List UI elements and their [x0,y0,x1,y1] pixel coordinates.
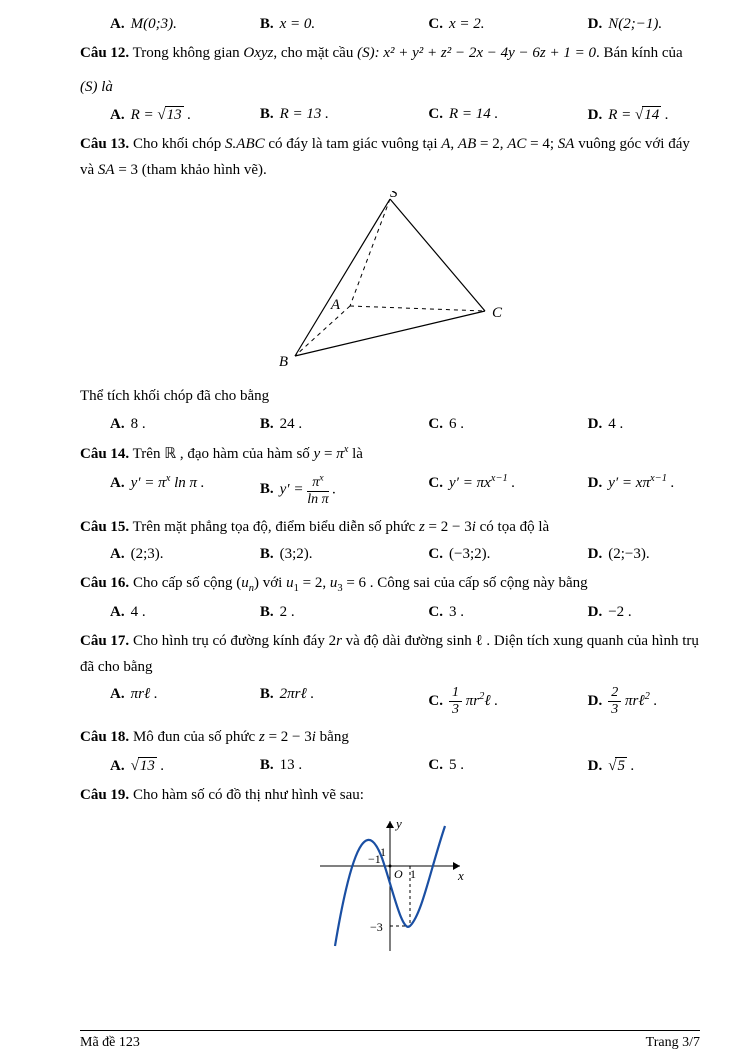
q11-a-text: M(0;3). [131,16,177,33]
q13-after: Thể tích khối chóp đã cho bằng [80,384,700,410]
q13-text: Cho khối chóp S.ABC có đáy là tam giác v… [80,136,690,178]
q11-opt-d: D.N(2;−1). [588,16,700,33]
q15-stem: Câu 15. Trên mặt phẳng tọa độ, điểm biểu… [80,515,700,541]
q16-options: A.4 . B.2 . C.3 . D.−2 . [110,604,700,621]
q12-options: A.R = 13 . B.R = 13 . C.R = 14 . D.R = 1… [110,106,700,124]
q19-text: Cho hàm số có đồ thị như hình vẽ sau: [129,787,364,803]
q14-text: Trên ℝ , đạo hàm của hàm số y = πx là [129,446,363,462]
q15-options: A.(2;3). B.(3;2). C.(−3;2). D.(2;−3). [110,546,700,563]
q16-c: 3 . [449,604,464,621]
svg-text:O: O [394,867,403,881]
q15-number: Câu 15. [80,519,129,535]
graph-svg: −1 1 1 −3 O x y [310,816,470,956]
svg-text:B: B [279,354,288,370]
q16-d: −2 . [608,604,631,621]
q12-eq: : x² + y² + z² − 2x − 4y − 6z + 1 = 0 [375,45,596,61]
q16-text: Cho cấp số cộng (un) với u1 = 2, u3 = 6 … [129,575,587,591]
q12-t3: . Bán kính của [596,45,683,61]
q19-number: Câu 19. [80,787,129,803]
q17-text: Cho hình trụ có đường kính đáy 2r và độ … [80,633,699,675]
q17-number: Câu 17. [80,633,129,649]
q17-options: A.πrℓ . B.2πrℓ . C.13 πr2ℓ . D.23 πrℓ2 . [110,686,700,717]
q11-options: A.M(0;3). B.x = 0. C.x = 2. D.N(2;−1). [110,16,700,33]
q12-b: R = 13 . [280,106,329,123]
q11-opt-b: B.x = 0. [260,16,429,33]
q13-number: Câu 13. [80,136,129,152]
q11-d-text: N(2;−1). [608,16,662,33]
q18-c: 5 . [449,757,464,774]
q15-c: (−3;2). [449,546,490,563]
q18-options: A.13 . B.13 . C.5 . D.5 . [110,757,700,775]
q13-d: 4 . [608,416,623,433]
q16-a: 4 . [131,604,146,621]
q13-a: 8 . [131,416,146,433]
q15-text: Trên mặt phẳng tọa độ, điểm biểu diễn số… [129,519,549,535]
q12-c: R = 14 . [449,106,498,123]
svg-text:1: 1 [410,867,416,881]
footer-right: Trang 3/7 [646,1035,700,1051]
svg-text:A: A [330,297,341,313]
q18-stem: Câu 18. Mô đun của số phức z = 2 − 3i bằ… [80,725,700,751]
q18-text: Mô đun của số phức z = 2 − 3i bằng [129,729,349,745]
footer-left: Mã đề 123 [80,1035,140,1051]
svg-text:x: x [457,868,464,883]
q18-number: Câu 18. [80,729,129,745]
q16-stem: Câu 16. Cho cấp số cộng (un) với u1 = 2,… [80,571,700,598]
q14-number: Câu 14. [80,446,129,462]
q13-c: 6 . [449,416,464,433]
q15-b: (3;2). [280,546,313,563]
q16-b: 2 . [280,604,295,621]
q12-t2: , cho mặt cầu [273,45,357,61]
q13-b: 24 . [280,416,303,433]
q19-figure: −1 1 1 −3 O x y [80,816,700,961]
q13-figure: S A B C [80,191,700,376]
q11-c-text: x = 2. [449,16,485,33]
q12-t4: (S) là [80,79,113,95]
q12-stem2: (S) là [80,75,700,101]
q13-stem: Câu 13. Cho khối chóp S.ABC có đáy là ta… [80,132,700,183]
q15-d: (2;−3). [608,546,649,563]
q11-b-text: x = 0. [280,16,316,33]
q14-options: A.y′ = πx ln π . B.y′ = πxln π . C.y′ = … [110,473,700,507]
pyramid-svg: S A B C [240,191,540,371]
q12-oxyz: Oxyz [243,45,273,61]
q19-stem: Câu 19. Cho hàm số có đồ thị như hình vẽ… [80,783,700,809]
svg-text:−3: −3 [370,920,383,934]
q12-number: Câu 12. [80,45,129,61]
q18-b: 13 . [280,757,303,774]
svg-text:C: C [492,305,503,321]
svg-text:−1: −1 [368,852,381,866]
q11-opt-c: C.x = 2. [428,16,587,33]
q11-opt-a: A.M(0;3). [110,16,260,33]
page-footer: Mã đề 123 Trang 3/7 [80,1030,700,1051]
q12-s: (S) [357,45,375,61]
svg-text:y: y [394,816,402,831]
q14-stem: Câu 14. Trên ℝ , đạo hàm của hàm số y = … [80,441,700,468]
svg-text:S: S [390,191,398,201]
q12-t1: Trong không gian [129,45,243,61]
q13-options: A.8 . B.24 . C.6 . D.4 . [110,416,700,433]
q15-a: (2;3). [131,546,164,563]
q16-number: Câu 16. [80,575,129,591]
q17-stem: Câu 17. Cho hình trụ có đường kính đáy 2… [80,629,700,680]
q12-stem: Câu 12. Trong không gian Oxyz, cho mặt c… [80,41,700,67]
